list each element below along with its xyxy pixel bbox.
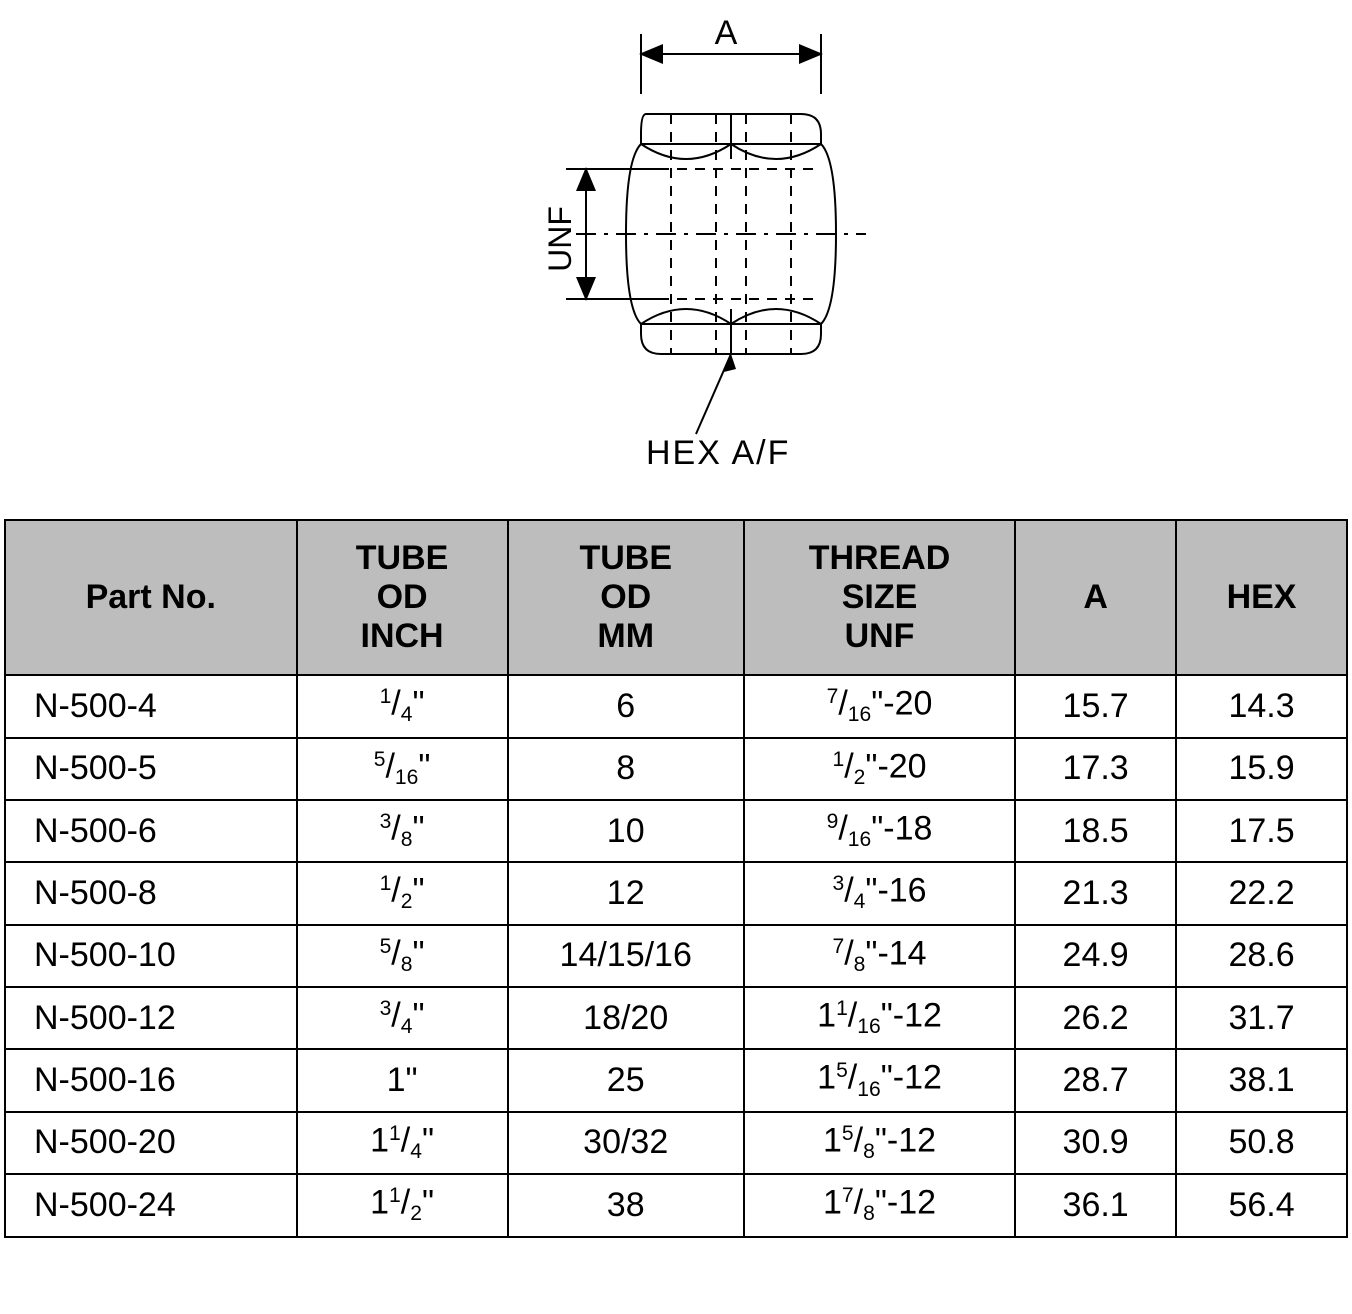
- cell-od-mm: 6: [508, 675, 744, 737]
- cell-od-inch: 11/4": [297, 1112, 508, 1174]
- col-header-od_in: TUBEODINCH: [297, 520, 508, 675]
- cell-partno: N-500-6: [5, 800, 297, 862]
- cell-partno: N-500-16: [5, 1049, 297, 1111]
- cell-a: 18.5: [1015, 800, 1176, 862]
- table-row: N-500-105/8"14/15/167/8"-1424.928.6: [5, 925, 1347, 987]
- table-row: N-500-2411/2"3817/8"-1236.156.4: [5, 1174, 1347, 1236]
- cell-a: 28.7: [1015, 1049, 1176, 1111]
- cell-od-mm: 14/15/16: [508, 925, 744, 987]
- cell-od-inch: 5/16": [297, 738, 508, 800]
- cell-thread: 3/4"-16: [744, 862, 1015, 924]
- cell-thread: 7/8"-14: [744, 925, 1015, 987]
- cell-od-mm: 25: [508, 1049, 744, 1111]
- table-row: N-500-81/2"123/4"-1621.322.2: [5, 862, 1347, 924]
- cell-hex: 28.6: [1176, 925, 1347, 987]
- dim-label-unf: UNF: [542, 206, 578, 272]
- spec-table: Part No.TUBEODINCHTUBEODMMTHREADSIZEUNFA…: [4, 519, 1348, 1238]
- cell-partno: N-500-12: [5, 987, 297, 1049]
- col-header-thread: THREADSIZEUNF: [744, 520, 1015, 675]
- cell-a: 17.3: [1015, 738, 1176, 800]
- cell-od-inch: 5/8": [297, 925, 508, 987]
- cell-thread: 11/16"-12: [744, 987, 1015, 1049]
- cell-od-inch: 1": [297, 1049, 508, 1111]
- cell-od-inch: 1/4": [297, 675, 508, 737]
- dim-label-hex: HEX A/F: [646, 434, 790, 472]
- cell-hex: 50.8: [1176, 1112, 1347, 1174]
- cell-od-inch: 3/8": [297, 800, 508, 862]
- cell-hex: 17.5: [1176, 800, 1347, 862]
- cell-hex: 38.1: [1176, 1049, 1347, 1111]
- cell-od-inch: 1/2": [297, 862, 508, 924]
- cell-thread: 15/8"-12: [744, 1112, 1015, 1174]
- cell-a: 26.2: [1015, 987, 1176, 1049]
- cell-a: 15.7: [1015, 675, 1176, 737]
- cell-partno: N-500-5: [5, 738, 297, 800]
- cell-thread: 9/16"-18: [744, 800, 1015, 862]
- cell-od-mm: 18/20: [508, 987, 744, 1049]
- col-header-HEX: HEX: [1176, 520, 1347, 675]
- col-header-A: A: [1015, 520, 1176, 675]
- cell-thread: 1/2"-20: [744, 738, 1015, 800]
- cell-od-mm: 10: [508, 800, 744, 862]
- cell-od-inch: 11/2": [297, 1174, 508, 1236]
- table-row: N-500-41/4"67/16"-2015.714.3: [5, 675, 1347, 737]
- cell-hex: 14.3: [1176, 675, 1347, 737]
- dim-label-a: A: [715, 14, 738, 52]
- cell-hex: 15.9: [1176, 738, 1347, 800]
- cell-partno: N-500-4: [5, 675, 297, 737]
- cell-thread: 7/16"-20: [744, 675, 1015, 737]
- table-row: N-500-161"2515/16"-1228.738.1: [5, 1049, 1347, 1111]
- cell-od-mm: 8: [508, 738, 744, 800]
- cell-od-mm: 30/32: [508, 1112, 744, 1174]
- cell-partno: N-500-20: [5, 1112, 297, 1174]
- cell-od-inch: 3/4": [297, 987, 508, 1049]
- cell-partno: N-500-10: [5, 925, 297, 987]
- technical-diagram: A: [4, 4, 1348, 519]
- cell-hex: 31.7: [1176, 987, 1347, 1049]
- cell-hex: 22.2: [1176, 862, 1347, 924]
- cell-partno: N-500-8: [5, 862, 297, 924]
- cell-thread: 17/8"-12: [744, 1174, 1015, 1236]
- col-header-part: Part No.: [5, 520, 297, 675]
- table-row: N-500-55/16"81/2"-2017.315.9: [5, 738, 1347, 800]
- cell-hex: 56.4: [1176, 1174, 1347, 1236]
- cell-a: 21.3: [1015, 862, 1176, 924]
- col-header-od_mm: TUBEODMM: [508, 520, 744, 675]
- table-row: N-500-63/8"109/16"-1818.517.5: [5, 800, 1347, 862]
- cell-a: 36.1: [1015, 1174, 1176, 1236]
- cell-od-mm: 12: [508, 862, 744, 924]
- cell-a: 24.9: [1015, 925, 1176, 987]
- table-row: N-500-123/4"18/2011/16"-1226.231.7: [5, 987, 1347, 1049]
- cell-thread: 15/16"-12: [744, 1049, 1015, 1111]
- cell-od-mm: 38: [508, 1174, 744, 1236]
- table-row: N-500-2011/4"30/3215/8"-1230.950.8: [5, 1112, 1347, 1174]
- cell-partno: N-500-24: [5, 1174, 297, 1236]
- cell-a: 30.9: [1015, 1112, 1176, 1174]
